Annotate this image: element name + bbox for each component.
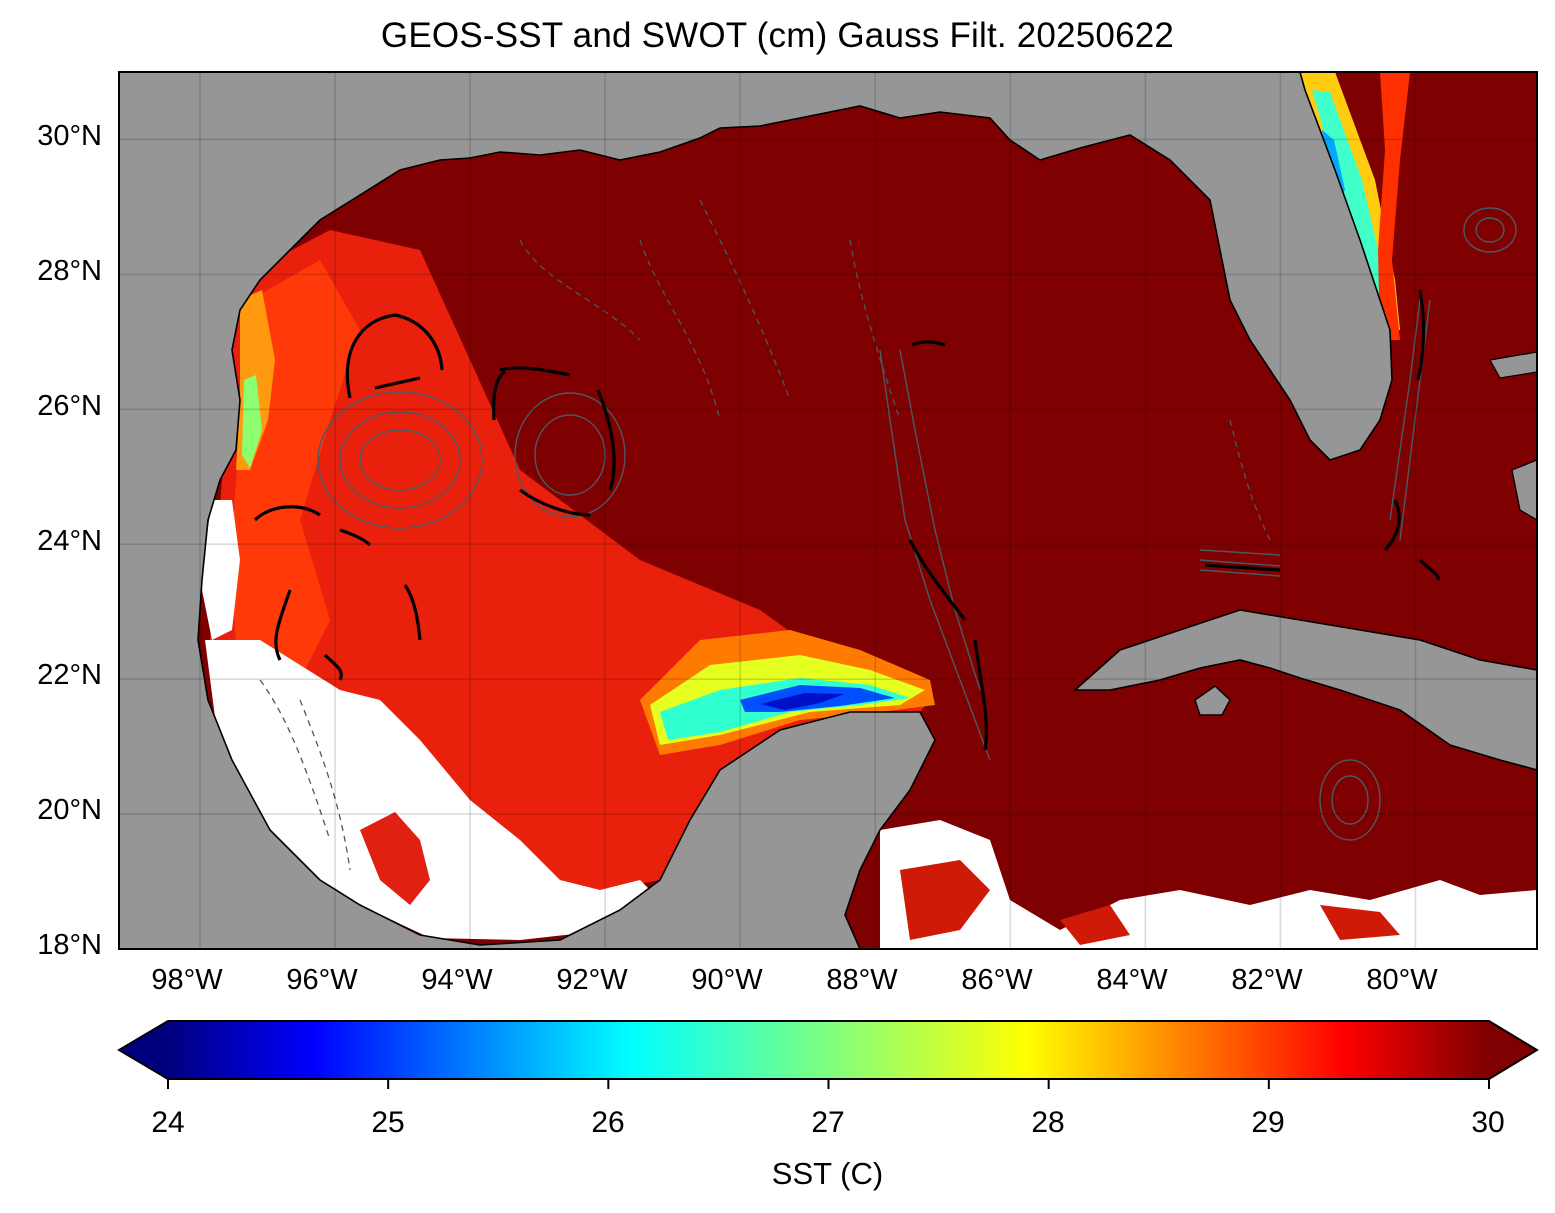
colorbar-tick-label: 27 <box>811 1106 845 1139</box>
lon-tick-label: 98°W <box>151 964 223 996</box>
no-data-western-shelf <box>200 500 240 640</box>
colorbar-gradient <box>168 1021 1489 1079</box>
colorbar-tick-label: 29 <box>1251 1106 1285 1139</box>
land-florida-east <box>1400 72 1537 100</box>
sst-atlantic-warm-band <box>1378 72 1410 340</box>
sst-yucatan-coldest <box>760 693 845 710</box>
land-cuba <box>1072 609 1537 771</box>
ssh-contours-dashed <box>259 199 1271 871</box>
lon-tick-label: 92°W <box>556 964 628 996</box>
lat-tick-label: 26°N <box>37 390 102 422</box>
gridlines <box>119 72 1537 949</box>
colorbar <box>117 1020 1539 1089</box>
lon-tick-label: 86°W <box>961 964 1033 996</box>
lat-tick-label: 20°N <box>37 794 102 826</box>
colorbar-ticks <box>167 1079 1490 1089</box>
lon-tick-label: 90°W <box>691 964 763 996</box>
lat-tick-label: 24°N <box>37 525 102 557</box>
lat-tick-label: 30°N <box>37 120 102 152</box>
colorbar-tick-label: 25 <box>371 1106 405 1139</box>
lon-tick-label: 84°W <box>1096 964 1168 996</box>
colorbar-tick-label: 30 <box>1471 1106 1505 1139</box>
land-isla-de-la-juventud <box>1194 685 1231 716</box>
lon-tick-label: 82°W <box>1231 964 1303 996</box>
lon-tick-label: 88°W <box>826 964 898 996</box>
map-frame <box>118 71 1538 950</box>
sst-coastal-cool-strip-2 <box>242 375 262 468</box>
map-plot <box>119 72 1537 949</box>
colorbar-label: SST (C) <box>771 1156 884 1191</box>
ssh-contours <box>317 207 1517 841</box>
colorbar-under-extension <box>119 1021 168 1079</box>
sst-caribbean-warm-blobs <box>900 860 1400 945</box>
sst-campeche-warm-patch <box>360 812 430 905</box>
colorbar-over-extension <box>1489 1021 1537 1079</box>
colorbar-tick-label: 26 <box>591 1106 625 1139</box>
ssh-zero-contours <box>253 289 1440 751</box>
lat-tick-label: 18°N <box>37 929 102 961</box>
lon-tick-label: 96°W <box>286 964 358 996</box>
figure-title: GEOS-SST and SWOT (cm) Gauss Filt. 20250… <box>380 16 1175 55</box>
lon-tick-label: 94°W <box>421 964 493 996</box>
no-data-bay-of-campeche <box>205 640 660 940</box>
land-bahamas <box>1489 351 1537 521</box>
land-north-america <box>119 72 1393 949</box>
colorbar-tick-label: 24 <box>151 1106 185 1139</box>
colorbar-tick-label: 28 <box>1031 1106 1065 1139</box>
lat-tick-label: 28°N <box>37 255 102 287</box>
lon-tick-label: 80°W <box>1366 964 1438 996</box>
lat-tick-label: 22°N <box>37 659 102 691</box>
